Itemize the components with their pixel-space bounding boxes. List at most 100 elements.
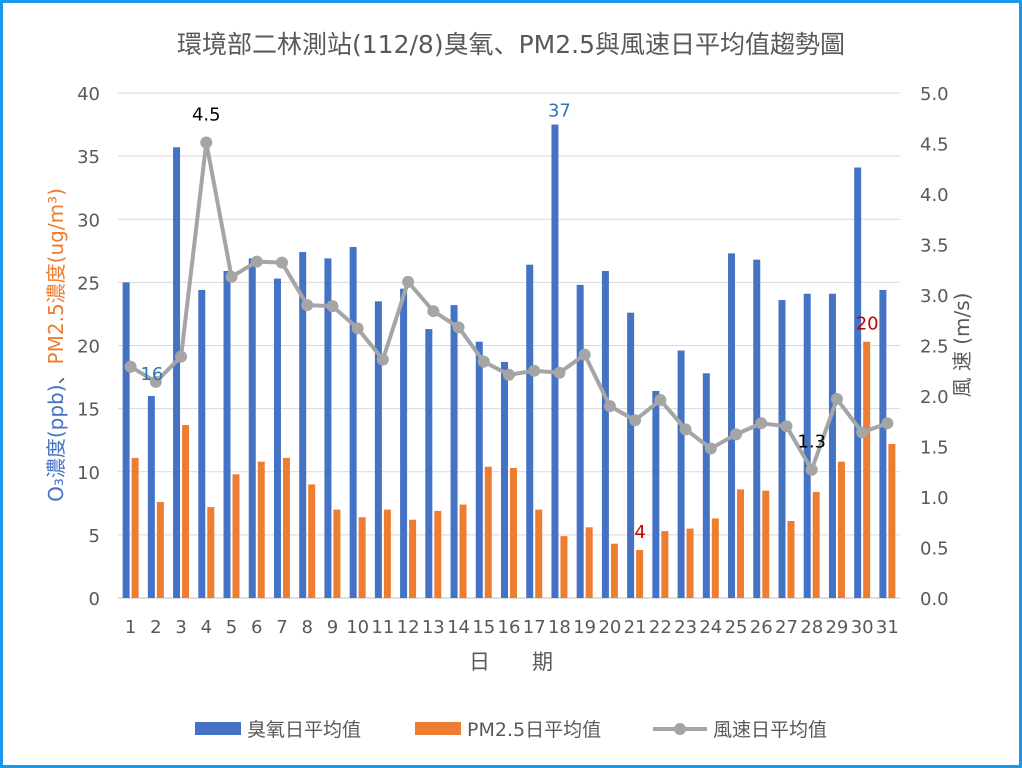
- right-axis-label: 風 速 (m/s): [950, 293, 974, 398]
- bar-series-group: [122, 124, 896, 599]
- right-tick-label: 5.0: [920, 84, 949, 105]
- chart-svg: 環境部二林測站(112/8)臭氧、PM2.5與風速日平均值趨勢圖 0510152…: [44, 30, 974, 741]
- gridlines: [118, 92, 900, 599]
- x-tick-label: 11: [371, 617, 394, 638]
- data-label: 37: [548, 101, 571, 122]
- left-axis-label: O₃濃度(ppb)、PM2.5濃度(ug/m³): [44, 188, 68, 502]
- point-wind-speed: [477, 355, 490, 368]
- left-axis-label-sep: 、: [44, 364, 68, 384]
- legend-swatch-o3: [195, 722, 241, 735]
- x-tick-label: 5: [226, 617, 237, 638]
- point-wind-speed: [654, 394, 667, 407]
- point-wind-speed: [301, 299, 314, 312]
- bar-o3: [803, 293, 811, 598]
- bar-pm25: [762, 490, 770, 598]
- x-tick-label: 17: [523, 617, 546, 638]
- right-tick-label: 0.5: [920, 539, 949, 560]
- data-label: 16: [140, 364, 163, 385]
- x-tick-label: 6: [251, 617, 262, 638]
- right-tick-label: 4.0: [920, 185, 949, 206]
- point-wind-speed: [275, 256, 288, 269]
- right-tick-label: 3.5: [920, 236, 949, 257]
- point-wind-speed: [856, 426, 869, 439]
- bar-o3: [374, 301, 382, 598]
- bar-o3: [854, 167, 862, 599]
- bar-pm25: [131, 457, 139, 598]
- bar-pm25: [383, 509, 391, 598]
- bar-pm25: [837, 461, 845, 598]
- point-wind-speed: [200, 136, 213, 149]
- x-axis-label: 日 期: [469, 650, 553, 674]
- bar-pm25: [459, 504, 467, 598]
- data-label: 4: [634, 522, 645, 543]
- x-tick-label: 26: [750, 617, 773, 638]
- bar-pm25: [686, 528, 694, 598]
- right-tick-label: 1.0: [920, 488, 949, 509]
- right-tick-label: 2.0: [920, 387, 949, 408]
- chart-title: 環境部二林測站(112/8)臭氧、PM2.5與風速日平均值趨勢圖: [177, 30, 845, 59]
- bar-pm25: [636, 550, 644, 598]
- bar-pm25: [156, 502, 164, 598]
- legend-label-wind: 風速日平均值: [713, 719, 827, 741]
- x-tick-label: 14: [447, 617, 470, 638]
- x-tick-label: 3: [175, 617, 186, 638]
- line-series-group: [124, 136, 894, 476]
- bar-pm25: [610, 543, 618, 598]
- data-label-group: 16 37 4 20 4.5 1.3: [140, 101, 878, 543]
- x-tick-label: 24: [699, 617, 722, 638]
- point-wind-speed: [629, 414, 642, 427]
- point-wind-speed: [326, 300, 339, 313]
- bar-o3: [702, 373, 710, 598]
- bar-o3: [526, 264, 534, 598]
- point-wind-speed: [124, 360, 137, 373]
- left-tick-label: 20: [77, 337, 100, 358]
- point-wind-speed: [175, 350, 188, 363]
- x-tick-label: 7: [276, 617, 287, 638]
- bar-pm25: [257, 461, 265, 598]
- bar-o3: [475, 341, 483, 598]
- bar-pm25: [535, 509, 543, 598]
- legend-swatch-pm25: [415, 722, 461, 735]
- bar-pm25: [434, 510, 442, 598]
- bar-pm25: [232, 474, 240, 598]
- bar-o3: [450, 305, 458, 598]
- legend-swatch-wind-marker: [674, 723, 686, 735]
- x-tick-label: 13: [422, 617, 445, 638]
- bar-pm25: [787, 520, 795, 598]
- legend-label-pm25: PM2.5日平均值: [467, 719, 601, 741]
- point-wind-speed: [603, 400, 616, 413]
- left-tick-label: 0: [89, 589, 100, 610]
- point-wind-speed: [250, 255, 263, 268]
- x-tick-label: 29: [825, 617, 848, 638]
- point-wind-speed: [225, 270, 238, 283]
- bar-pm25: [484, 466, 492, 598]
- bar-pm25: [182, 425, 190, 598]
- x-tick-label: 21: [624, 617, 647, 638]
- point-wind-speed: [830, 393, 843, 406]
- bar-pm25: [585, 527, 593, 598]
- bar-o3: [551, 124, 559, 598]
- right-axis-ticks: 0.0 0.5 1.0 1.5 2.0 2.5 3.0 3.5 4.0 4.5 5.0: [920, 84, 949, 610]
- bar-pm25: [358, 517, 366, 598]
- data-label: 4.5: [192, 104, 221, 125]
- bar-o3: [198, 289, 206, 598]
- bar-o3: [576, 284, 584, 598]
- x-tick-label: 9: [327, 617, 338, 638]
- bar-o3: [753, 259, 761, 598]
- bar-o3: [627, 312, 635, 598]
- point-wind-speed: [578, 348, 591, 361]
- bar-o3: [324, 258, 332, 598]
- left-tick-label: 5: [89, 526, 100, 547]
- bar-o3: [425, 329, 433, 598]
- left-tick-label: 25: [77, 273, 100, 294]
- bar-pm25: [560, 536, 568, 598]
- right-tick-label: 1.5: [920, 438, 949, 459]
- bar-o3: [223, 271, 231, 598]
- point-wind-speed: [503, 368, 515, 381]
- bar-pm25: [888, 443, 896, 598]
- bar-pm25: [207, 507, 215, 598]
- bar-pm25: [333, 509, 341, 598]
- point-wind-speed: [755, 417, 768, 430]
- bar-pm25: [812, 491, 820, 598]
- x-axis-ticks: 1 2 3 4 5 6 7 8 9 10 11 12 13 14 15 16 17 18 19 20 21 22 23 24 2…: [125, 617, 899, 638]
